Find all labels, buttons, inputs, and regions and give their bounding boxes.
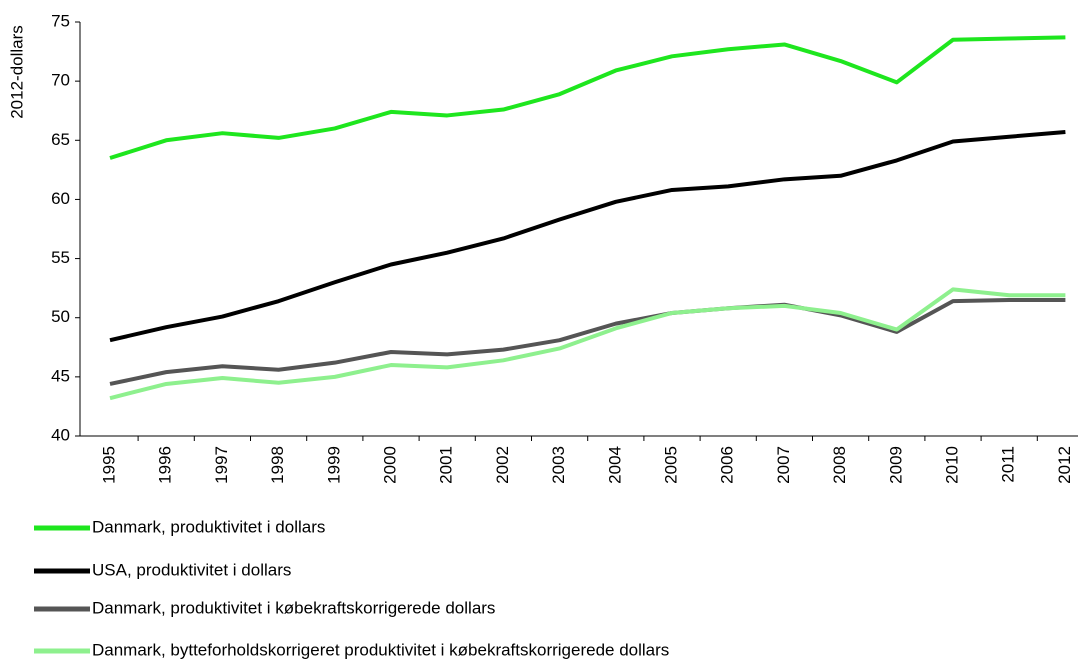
legend-label: Danmark, produktivitet i købekraftskorri… xyxy=(92,598,495,617)
x-tick-label: 1997 xyxy=(212,446,231,484)
series-line xyxy=(109,35,1066,160)
y-tick-label: 65 xyxy=(51,130,70,149)
legend-label: USA, produktivitet i dollars xyxy=(92,560,291,579)
legend-label: Danmark, bytteforholdskorrigeret produkt… xyxy=(92,640,669,659)
x-tick-label: 2009 xyxy=(886,446,905,484)
x-tick-label: 1995 xyxy=(99,446,118,484)
series-line xyxy=(109,287,1066,401)
series-line xyxy=(109,297,1066,386)
x-tick-label: 2007 xyxy=(774,446,793,484)
x-tick-label: 2010 xyxy=(942,446,961,484)
series-line xyxy=(109,130,1066,343)
x-tick-label: 2008 xyxy=(830,446,849,484)
x-tick-label: 1996 xyxy=(156,446,175,484)
x-tick-label: 2004 xyxy=(605,446,624,484)
x-tick-label: 1999 xyxy=(324,446,343,484)
y-tick-label: 55 xyxy=(51,248,70,267)
y-tick-label: 70 xyxy=(51,71,70,90)
x-tick-label: 2005 xyxy=(661,446,680,484)
x-tick-label: 2001 xyxy=(437,446,456,484)
x-tick-label: 2000 xyxy=(380,446,399,484)
y-tick-label: 75 xyxy=(51,11,70,30)
x-tick-label: 2003 xyxy=(549,446,568,484)
x-tick-label: 2006 xyxy=(718,446,737,484)
y-axis-label: 2012-dollars xyxy=(7,25,26,119)
y-tick-label: 60 xyxy=(51,189,70,208)
y-tick-label: 45 xyxy=(51,366,70,385)
legend-label: Danmark, produktivitet i dollars xyxy=(92,517,325,536)
x-tick-label: 1998 xyxy=(268,446,287,484)
y-tick-label: 40 xyxy=(51,425,70,444)
y-tick-label: 50 xyxy=(51,307,70,326)
x-tick-label: 2011 xyxy=(999,446,1018,483)
x-tick-label: 2012 xyxy=(1055,446,1074,484)
x-tick-label: 2002 xyxy=(493,446,512,484)
